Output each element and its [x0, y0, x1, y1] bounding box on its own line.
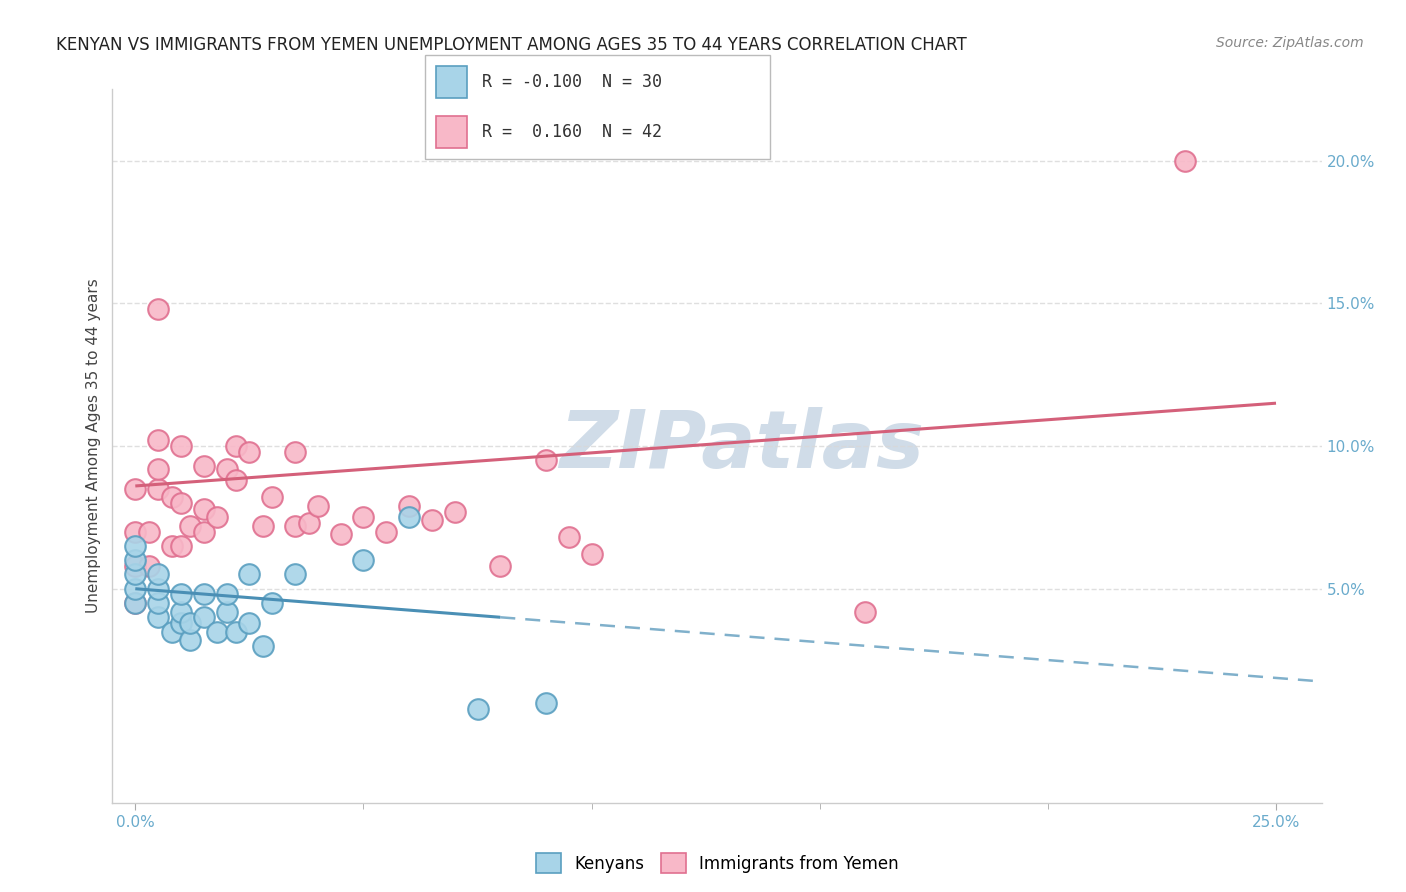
Point [179, 519, 201, 533]
Point [215, 587, 238, 601]
Point [160, 491, 183, 505]
Text: KENYAN VS IMMIGRANTS FROM YEMEN UNEMPLOYMENT AMONG AGES 35 TO 44 YEARS CORRELATI: KENYAN VS IMMIGRANTS FROM YEMEN UNEMPLOY… [56, 36, 967, 54]
Point [853, 605, 876, 619]
Point [238, 567, 260, 582]
Point [170, 605, 193, 619]
Point [252, 519, 274, 533]
Point [262, 596, 284, 610]
Point [207, 624, 229, 639]
Point [375, 524, 398, 539]
Point [146, 482, 169, 496]
Point [124, 524, 146, 539]
Point [398, 510, 420, 524]
Point [146, 434, 169, 448]
Point [124, 596, 146, 610]
Point [160, 624, 183, 639]
Point [581, 548, 603, 562]
Point [170, 439, 193, 453]
Point [124, 567, 146, 582]
Point [124, 582, 146, 596]
Point [138, 524, 160, 539]
Point [225, 473, 247, 487]
Point [124, 482, 146, 496]
Point [146, 462, 169, 476]
Point [146, 301, 169, 316]
Point [298, 516, 321, 530]
Text: ZIPatlas: ZIPatlas [558, 407, 924, 485]
Point [238, 615, 260, 630]
Point [284, 519, 307, 533]
Point [160, 539, 183, 553]
Point [193, 458, 215, 473]
Point [170, 496, 193, 510]
Point [138, 558, 160, 573]
Point [329, 527, 352, 541]
Point [534, 696, 557, 710]
Point [1174, 153, 1197, 168]
Point [489, 558, 512, 573]
Point [352, 553, 374, 567]
Point [238, 444, 260, 458]
Point [170, 615, 193, 630]
Point [398, 499, 420, 513]
Point [124, 558, 146, 573]
Point [252, 639, 274, 653]
Point [284, 444, 307, 458]
Point [262, 491, 284, 505]
Text: R = -0.100  N = 30: R = -0.100 N = 30 [481, 73, 662, 91]
Text: Source: ZipAtlas.com: Source: ZipAtlas.com [1216, 36, 1364, 50]
Point [558, 530, 581, 544]
Point [225, 439, 247, 453]
FancyBboxPatch shape [436, 66, 467, 98]
Point [215, 462, 238, 476]
Point [193, 610, 215, 624]
Point [146, 567, 169, 582]
Point [170, 587, 193, 601]
Point [124, 596, 146, 610]
Legend: Kenyans, Immigrants from Yemen: Kenyans, Immigrants from Yemen [529, 847, 905, 880]
FancyBboxPatch shape [425, 54, 770, 160]
Y-axis label: Unemployment Among Ages 35 to 44 years: Unemployment Among Ages 35 to 44 years [86, 278, 101, 614]
Point [215, 605, 238, 619]
Point [534, 453, 557, 467]
Point [443, 505, 465, 519]
Point [225, 624, 247, 639]
Point [352, 510, 374, 524]
Point [170, 539, 193, 553]
FancyBboxPatch shape [436, 116, 467, 148]
Point [146, 610, 169, 624]
Point [193, 524, 215, 539]
Point [124, 539, 146, 553]
Point [193, 587, 215, 601]
Point [124, 553, 146, 567]
Point [207, 510, 229, 524]
Point [193, 501, 215, 516]
Point [146, 596, 169, 610]
Text: R =  0.160  N = 42: R = 0.160 N = 42 [481, 123, 662, 141]
Point [284, 567, 307, 582]
Point [146, 582, 169, 596]
Point [420, 513, 443, 527]
Point [179, 615, 201, 630]
Point [467, 701, 489, 715]
Point [307, 499, 329, 513]
Point [179, 633, 201, 648]
